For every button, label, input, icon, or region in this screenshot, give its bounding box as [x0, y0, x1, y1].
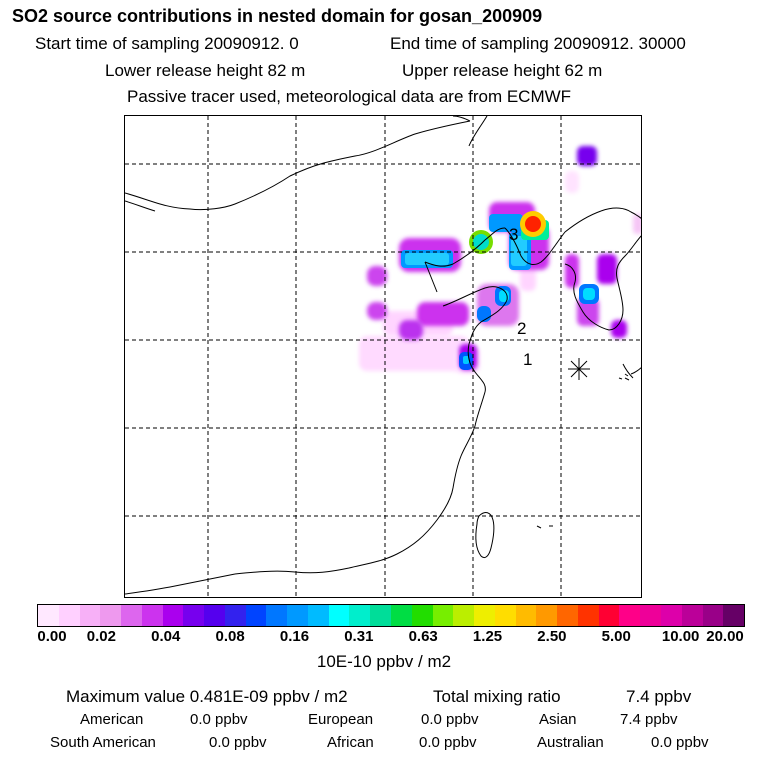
region-name-african: African — [327, 734, 374, 751]
colorbar-segment — [536, 605, 558, 626]
colorbar-tick-label: 0.00 — [37, 628, 67, 645]
colorbar-segment — [38, 605, 59, 626]
colorbar-ticks: 0.00 0.02 0.04 0.08 0.16 0.31 0.63 1.25 2.50 5.00… — [0, 628, 768, 650]
max-value-label: Maximum value 0.481E-09 ppbv / m2 — [66, 687, 348, 706]
coastlines — [125, 116, 641, 595]
colorbar-segment — [681, 605, 703, 626]
region-value-australian: 0.0 ppbv — [651, 734, 709, 751]
colorbar-segment — [474, 605, 495, 626]
region-name-european: European — [308, 711, 374, 728]
colorbar-segment — [370, 605, 392, 626]
map-label-3: 3 — [509, 225, 518, 244]
colorbar-segment — [453, 605, 475, 626]
region-name-south-american: South American — [50, 734, 156, 751]
colorbar-segment — [141, 605, 163, 626]
colorbar-segment — [494, 605, 516, 626]
colorbar-segment — [723, 605, 745, 626]
region-value-south-american: 0.0 ppbv — [209, 734, 267, 751]
tracer-note: Passive tracer used, meteorological data… — [127, 87, 572, 106]
region-name-asian: Asian — [539, 711, 577, 728]
colorbar-segment — [162, 605, 184, 626]
colorbar-segment — [619, 605, 641, 626]
colorbar-segment — [100, 605, 122, 626]
colorbar-segment — [79, 605, 101, 626]
colorbar-tick-label: 1.25 — [472, 628, 503, 645]
colorbar-unit: 10E-10 ppbv / m2 — [316, 652, 452, 671]
colorbar-segment — [349, 605, 371, 626]
map-label-1: 1 — [523, 350, 532, 369]
colorbar-segment — [224, 605, 246, 626]
upper-height-label: Upper release height 62 m — [402, 61, 603, 80]
lower-height-label: Lower release height 82 m — [105, 61, 306, 80]
colorbar-segment — [660, 605, 682, 626]
region-value-european: 0.0 ppbv — [421, 711, 479, 728]
colorbar-segment — [287, 605, 308, 626]
colorbar-segment — [183, 605, 205, 626]
map-panel: 3 2 1 — [124, 115, 642, 598]
colorbar-segment — [432, 605, 454, 626]
colorbar-segment — [328, 605, 350, 626]
colorbar-tick-label: 20.00 — [706, 628, 744, 645]
colorbar-tick-label: 0.08 — [215, 628, 245, 645]
region-value-african: 0.0 ppbv — [419, 734, 477, 751]
colorbar-segment — [121, 605, 142, 626]
colorbar-tick-label: 0.02 — [86, 628, 116, 645]
lat-lon-grid — [125, 116, 641, 597]
colorbar-segment — [577, 605, 599, 626]
colorbar-segment — [266, 605, 288, 626]
region-name-australian: Australian — [537, 734, 604, 751]
colorbar-tick-label: 0.31 — [344, 628, 374, 645]
start-time-label: Start time of sampling 20090912. 0 — [35, 34, 299, 53]
colorbar-segment — [557, 605, 578, 626]
colorbar-segment — [702, 605, 724, 626]
colorbar-segment — [598, 605, 620, 626]
region-name-american: American — [80, 711, 144, 728]
page-title: SO2 source contributions in nested domai… — [12, 6, 543, 26]
region-value-asian: 7.4 ppbv — [620, 711, 678, 728]
colorbar-segment — [391, 605, 412, 626]
map-canvas: 3 2 1 — [125, 116, 641, 597]
colorbar-segment — [411, 605, 433, 626]
colorbar-segment — [204, 605, 225, 626]
colorbar-segment — [245, 605, 267, 626]
total-mixing-label: Total mixing ratio — [433, 687, 561, 706]
total-mixing-value: 7.4 ppbv — [626, 687, 692, 706]
colorbar-tick-label: 2.50 — [537, 628, 567, 645]
colorbar-tick-label: 10.00 — [661, 628, 700, 645]
asterisk-icon — [568, 358, 590, 380]
colorbar-segment — [58, 605, 80, 626]
end-time-label: End time of sampling 20090912. 30000 — [390, 34, 686, 53]
colorbar-tick-label: 5.00 — [601, 628, 631, 645]
colorbar — [37, 604, 745, 627]
region-value-american: 0.0 ppbv — [190, 711, 248, 728]
colorbar-tick-label: 0.04 — [151, 628, 181, 645]
colorbar-segment — [515, 605, 537, 626]
colorbar-tick-label: 0.16 — [279, 628, 310, 645]
colorbar-tick-label: 0.63 — [408, 628, 438, 645]
colorbar-segment — [640, 605, 661, 626]
colorbar-segment — [307, 605, 329, 626]
map-label-2: 2 — [517, 319, 526, 338]
